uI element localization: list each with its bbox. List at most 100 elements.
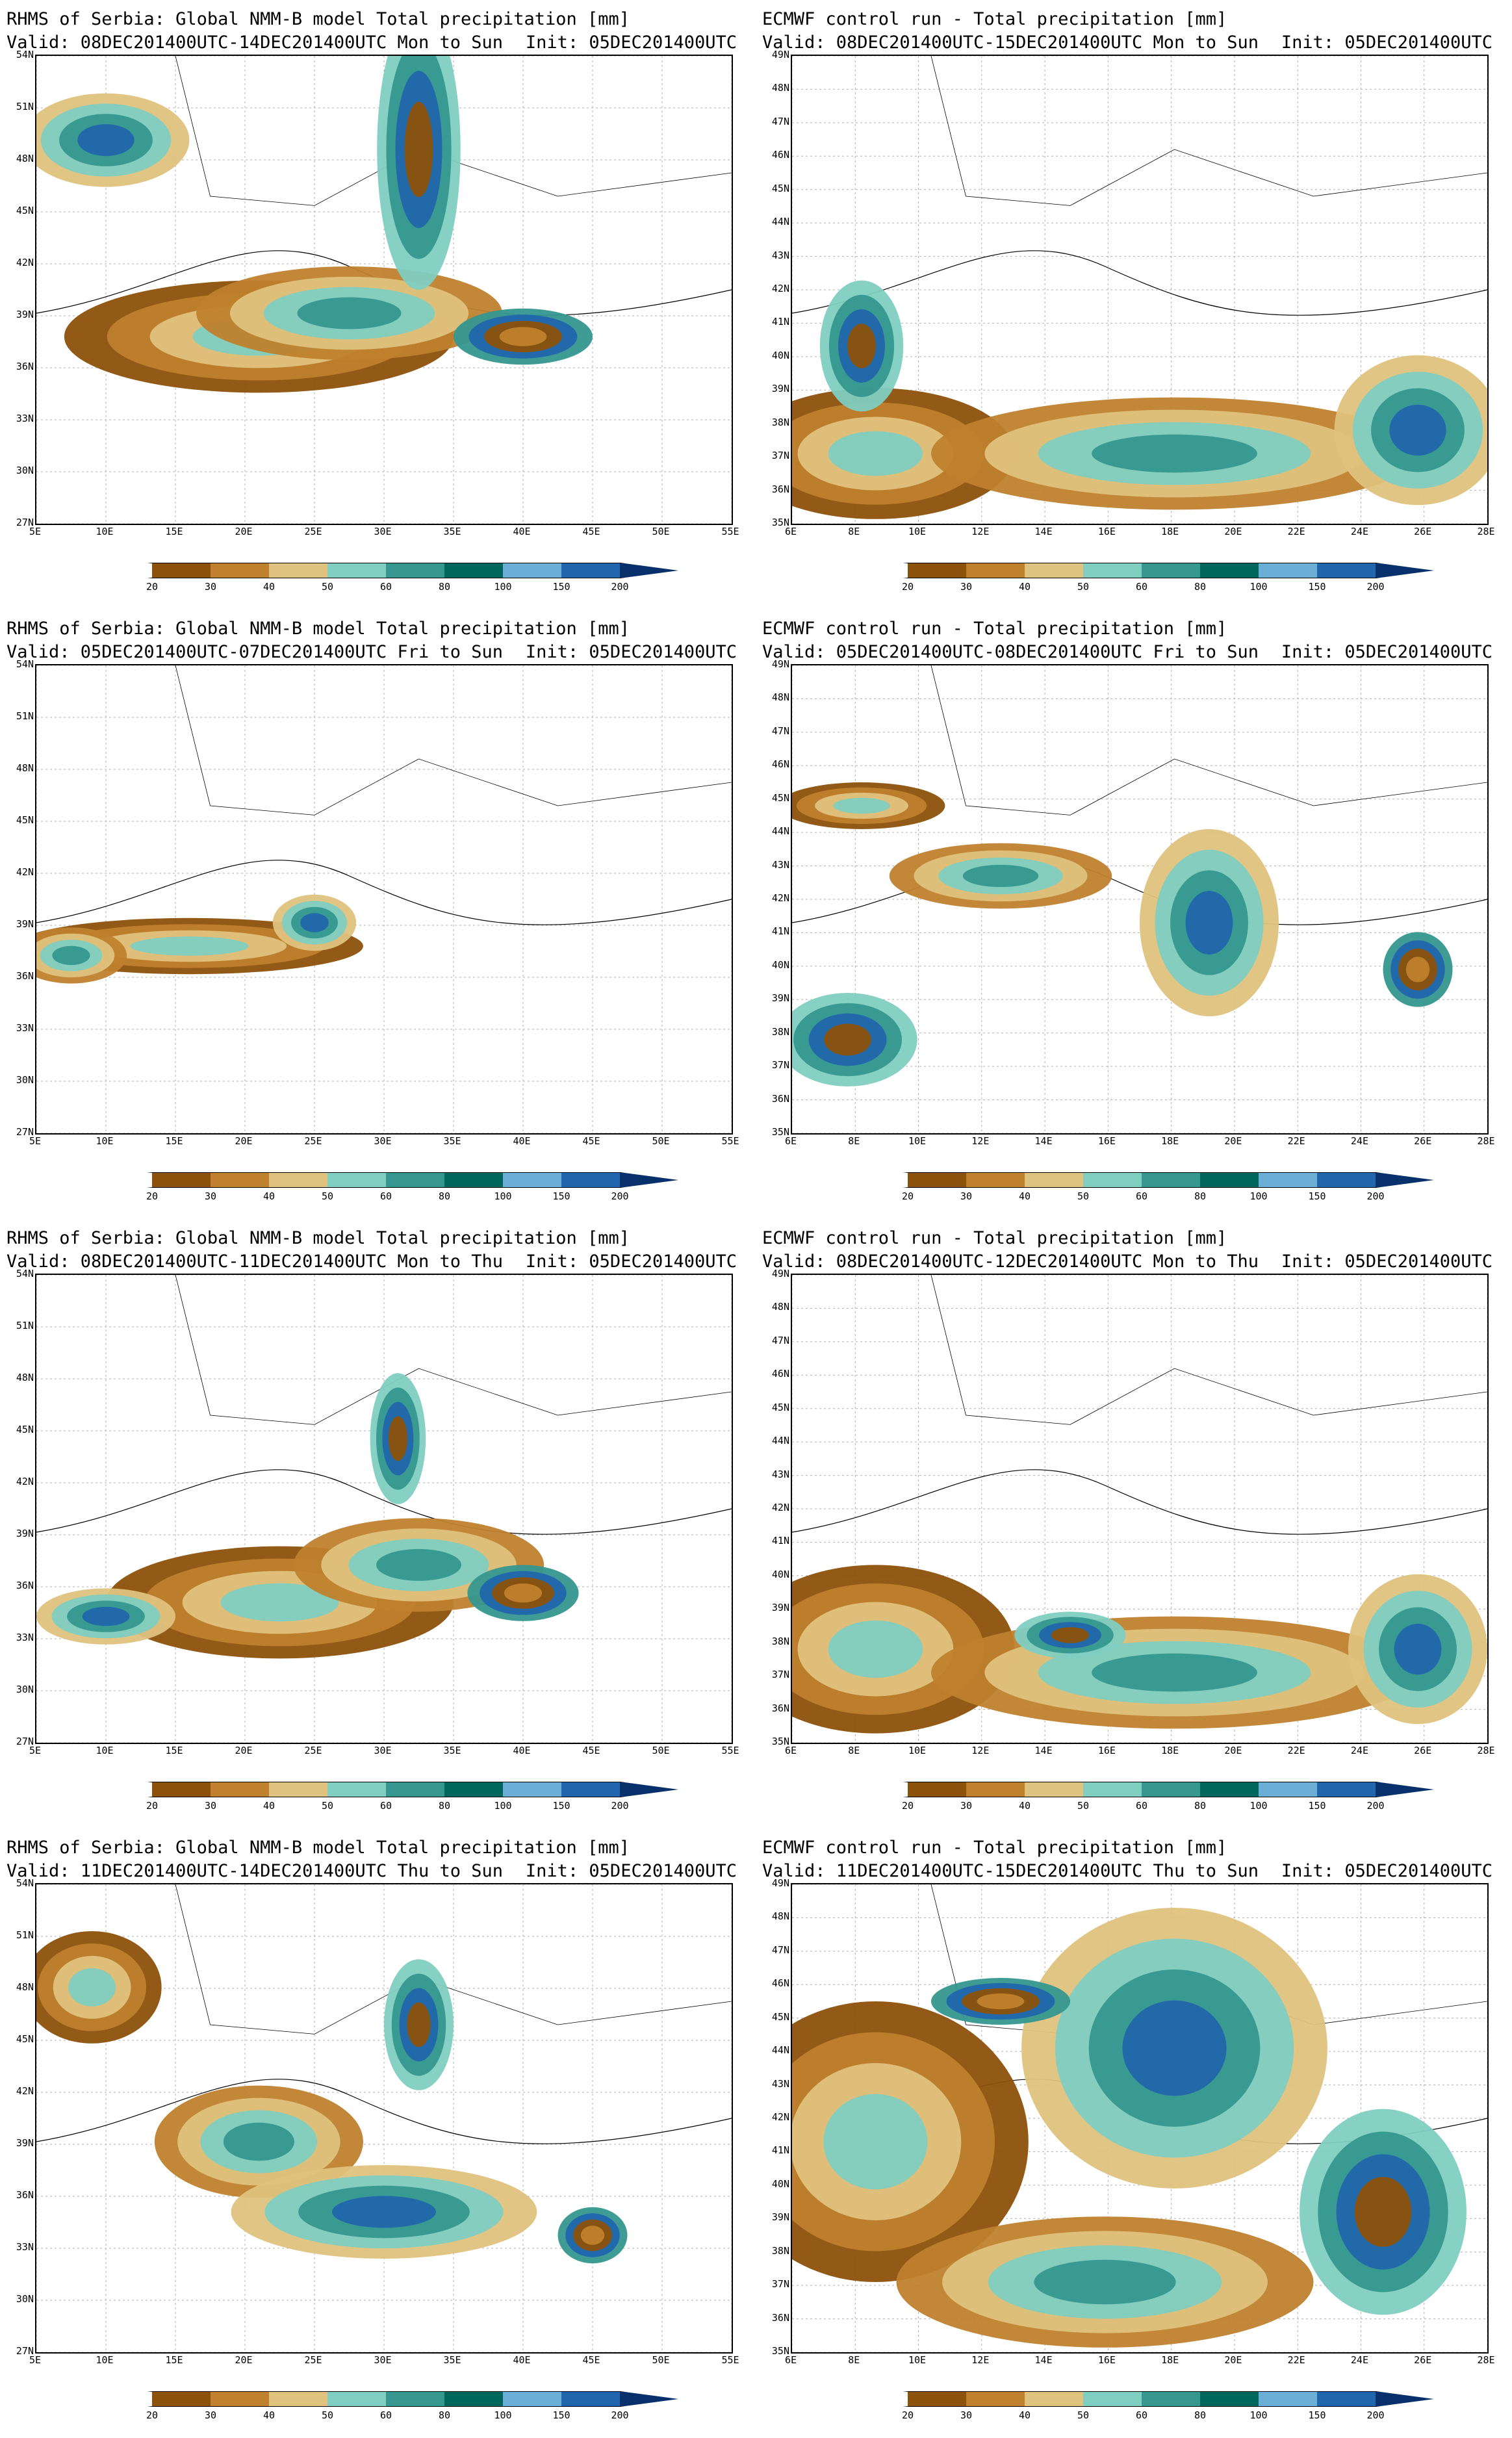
colorbar-segment (1317, 1782, 1376, 1797)
latitude-tick-label: 36N (16, 361, 34, 372)
colorbar-tick-label: 40 (263, 2409, 275, 2421)
colorbar-segment (211, 1172, 269, 1188)
longitude-tick-label: 16E (1097, 526, 1116, 537)
panel-title: RHMS of Serbia: Global NMM-B model Total… (6, 1228, 630, 1248)
longitude-tick-label: 20E (1224, 1745, 1242, 1756)
longitude-tick-label: 28E (1477, 526, 1495, 537)
colorbar-segment (1083, 563, 1142, 578)
colorbar-segment (1317, 1172, 1376, 1188)
longitude-tick-label: 35E (443, 1135, 461, 1147)
colorbar-tick-label: 50 (1077, 1190, 1090, 1202)
colorbar-segment (1083, 2391, 1142, 2407)
colorbar-segment (444, 563, 503, 578)
latitude-tick-label: 54N (16, 1268, 34, 1279)
colorbar-segment (94, 563, 152, 578)
colorbar-tick-label: 40 (1018, 2409, 1031, 2421)
colorbar-tick-label: 20 (901, 581, 914, 593)
colorbar-tick-label: 100 (1249, 1190, 1268, 1202)
colorbar-segment (386, 2391, 444, 2407)
latitude-tick-label: 39N (16, 309, 34, 320)
precipitation-contour (1092, 434, 1257, 473)
latitude-tick-label: 46N (771, 1977, 789, 1990)
panel-header: ECMWF control run - Total precipitation … (758, 6, 1499, 61)
map-panel-8: ECMWF control run - Total precipitation … (758, 1831, 1499, 2435)
latitude-tick-label: 39N (771, 383, 789, 395)
colorbar-tick-label: 80 (1194, 2409, 1207, 2421)
map-area (791, 1883, 1489, 2354)
longitude-tick-label: 8E (848, 526, 860, 537)
longitude-tick-label: 15E (165, 1135, 183, 1147)
colorbar-tick-label: 150 (1308, 581, 1326, 593)
latitude-tick-label: 30N (16, 465, 34, 476)
precipitation-colorbar (849, 1782, 1434, 1797)
latitude-tick-label: 37N (771, 450, 789, 462)
latitude-tick-label: 47N (771, 115, 789, 127)
precipitation-contour (833, 797, 890, 814)
longitude-tick-label: 35E (443, 2354, 461, 2366)
longitude-tick-label: 30E (374, 1135, 392, 1147)
latitude-tick-label: 45N (16, 814, 34, 826)
precipitation-contour (1122, 2000, 1227, 2096)
panel-title: ECMWF control run - Total precipitation … (762, 619, 1227, 639)
precipitation-contour (1354, 2177, 1412, 2247)
map-area (35, 1883, 733, 2354)
colorbar-tick-label: 100 (494, 2409, 512, 2421)
colorbar-tick-label: 50 (321, 1190, 334, 1202)
longitude-tick-label: 15E (165, 1745, 183, 1756)
latitude-tick-label: 47N (771, 725, 789, 737)
precipitation-contour (499, 327, 547, 346)
colorbar-tick-label: 80 (1194, 1800, 1207, 1812)
panel-title: RHMS of Serbia: Global NMM-B model Total… (6, 1838, 630, 1858)
map-panel-2: ECMWF control run - Total precipitation … (758, 3, 1499, 607)
precipitation-contour (823, 2094, 928, 2190)
latitude-tick-label: 44N (771, 2044, 789, 2057)
coastline (792, 1469, 1487, 1535)
latitude-tick-label: 30N (16, 1684, 34, 1695)
longitude-tick-label: 10E (908, 526, 927, 537)
latitude-tick-label: 43N (771, 1468, 789, 1480)
latitude-tick-label: 49N (771, 658, 789, 670)
longitude-tick-label: 40E (513, 1135, 531, 1147)
colorbar-segment (1025, 563, 1083, 578)
latitude-tick-label: 45N (771, 791, 789, 804)
latitude-tick-label: 36N (771, 1092, 789, 1105)
colorbar-segment (1317, 563, 1376, 578)
precipitation-contour (77, 124, 135, 157)
panel-init-time: Init: 05DEC201400UTC (525, 642, 737, 662)
colorbar-tick-label: 50 (1077, 1800, 1090, 1812)
colorbar-tick-label: 30 (204, 581, 217, 593)
longitude-tick-label: 20E (235, 1745, 253, 1756)
longitude-tick-label: 26E (1414, 2354, 1432, 2366)
colorbar-tick-label: 200 (1366, 2409, 1385, 2421)
longitude-tick-label: 8E (848, 2354, 860, 2366)
map-panel-4: ECMWF control run - Total precipitation … (758, 612, 1499, 1216)
precipitation-colorbar (94, 1172, 678, 1188)
colorbar-segment (908, 1172, 966, 1188)
colorbar-tick-label: 40 (1018, 581, 1031, 593)
colorbar-segment (908, 1782, 966, 1797)
longitude-tick-label: 30E (374, 1745, 392, 1756)
precipitation-map (36, 1884, 732, 2352)
latitude-tick-label: 36N (16, 1580, 34, 1591)
colorbar-segment (1083, 1172, 1142, 1188)
precipitation-contour (1389, 404, 1446, 456)
precipitation-contour (223, 2122, 294, 2161)
latitude-tick-label: 41N (771, 2144, 789, 2157)
colorbar-segment (94, 1782, 152, 1797)
longitude-tick-label: 45E (582, 2354, 600, 2366)
latitude-tick-label: 33N (16, 1632, 34, 1643)
latitude-tick-label: 43N (771, 858, 789, 871)
longitude-tick-label: 12E (971, 1745, 990, 1756)
colorbar-tick-label: 40 (263, 1190, 275, 1202)
colorbar-segment (1142, 1172, 1200, 1188)
colorbar-tick-label: 150 (552, 1190, 570, 1202)
colorbar-segment (1259, 2391, 1317, 2407)
latitude-tick-label: 38N (771, 1635, 789, 1647)
colorbar-segment (211, 1782, 269, 1797)
latitude-tick-label: 36N (16, 2189, 34, 2201)
precipitation-contour (220, 1583, 339, 1622)
precipitation-map (36, 665, 732, 1133)
precipitation-contour (828, 431, 923, 476)
precipitation-contour (847, 324, 876, 368)
panel-header: ECMWF control run - Total precipitation … (758, 1835, 1499, 1890)
